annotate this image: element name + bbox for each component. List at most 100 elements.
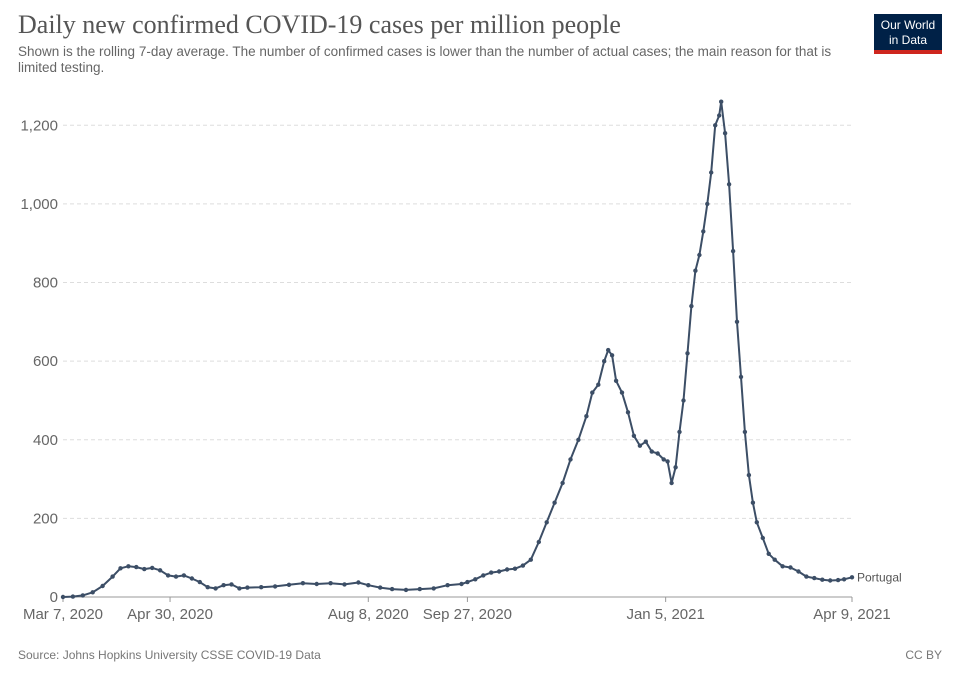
data-point[interactable]: [649, 449, 654, 454]
data-point[interactable]: [445, 583, 450, 588]
data-point[interactable]: [625, 410, 631, 415]
data-point[interactable]: [655, 451, 660, 456]
data-point[interactable]: [544, 520, 549, 525]
data-point[interactable]: [754, 520, 759, 525]
data-point[interactable]: [189, 576, 195, 581]
data-point[interactable]: [643, 439, 648, 444]
data-point[interactable]: [512, 566, 518, 571]
data-point[interactable]: [60, 594, 66, 600]
data-point[interactable]: [693, 268, 698, 273]
data-point[interactable]: [481, 573, 486, 578]
data-point[interactable]: [536, 539, 541, 545]
data-point[interactable]: [742, 429, 748, 435]
data-point[interactable]: [841, 577, 847, 582]
data-point[interactable]: [237, 586, 242, 591]
data-point[interactable]: [342, 582, 347, 587]
data-point[interactable]: [835, 577, 841, 583]
source-note[interactable]: Source: Johns Hopkins University CSSE CO…: [18, 648, 321, 662]
data-point[interactable]: [766, 551, 771, 556]
data-point[interactable]: [465, 579, 470, 585]
data-point[interactable]: [681, 398, 686, 403]
data-point[interactable]: [134, 564, 139, 570]
data-point[interactable]: [590, 390, 595, 395]
data-point[interactable]: [504, 567, 510, 572]
data-point[interactable]: [606, 347, 611, 353]
data-point[interactable]: [685, 351, 690, 356]
series-label-portugal[interactable]: Portugal: [857, 570, 902, 584]
data-point[interactable]: [689, 303, 694, 309]
data-point[interactable]: [788, 565, 793, 570]
data-point[interactable]: [473, 577, 478, 582]
data-point[interactable]: [746, 472, 752, 478]
data-point[interactable]: [496, 569, 502, 574]
data-point[interactable]: [272, 584, 278, 589]
data-point[interactable]: [403, 587, 409, 593]
data-point[interactable]: [828, 578, 833, 583]
data-point[interactable]: [760, 535, 765, 541]
data-point[interactable]: [596, 382, 601, 387]
data-point[interactable]: [780, 564, 785, 569]
data-point[interactable]: [356, 580, 361, 585]
data-point[interactable]: [520, 563, 526, 568]
data-point[interactable]: [489, 570, 494, 575]
data-point[interactable]: [726, 182, 732, 187]
data-point[interactable]: [165, 573, 171, 578]
data-point[interactable]: [568, 457, 573, 462]
data-point[interactable]: [205, 585, 210, 590]
data-point[interactable]: [100, 583, 105, 589]
data-point[interactable]: [701, 229, 706, 234]
data-point[interactable]: [389, 586, 395, 592]
data-point[interactable]: [719, 99, 724, 104]
data-point[interactable]: [213, 586, 218, 591]
data-point[interactable]: [197, 579, 202, 585]
data-point[interactable]: [229, 582, 234, 587]
data-point[interactable]: [705, 201, 710, 207]
data-point[interactable]: [118, 566, 123, 571]
data-point[interactable]: [286, 582, 292, 587]
data-point[interactable]: [637, 443, 643, 448]
data-point[interactable]: [181, 573, 187, 578]
data-point[interactable]: [772, 557, 777, 562]
data-point[interactable]: [173, 574, 179, 579]
data-point[interactable]: [665, 459, 670, 464]
series-line-portugal[interactable]: [62, 100, 853, 598]
data-point[interactable]: [528, 557, 533, 562]
data-point[interactable]: [157, 568, 163, 573]
data-point[interactable]: [366, 583, 371, 588]
data-point[interactable]: [820, 577, 825, 582]
data-point[interactable]: [709, 170, 714, 175]
data-point[interactable]: [110, 574, 115, 579]
data-point[interactable]: [221, 583, 226, 588]
data-point[interactable]: [796, 569, 801, 574]
data-point[interactable]: [734, 319, 740, 324]
data-point[interactable]: [245, 585, 250, 590]
data-point[interactable]: [697, 252, 702, 258]
data-point[interactable]: [661, 457, 666, 462]
data-point[interactable]: [150, 565, 155, 571]
data-point[interactable]: [677, 429, 682, 435]
data-point[interactable]: [602, 359, 607, 364]
data-point[interactable]: [80, 593, 86, 598]
data-point[interactable]: [142, 566, 147, 572]
data-point[interactable]: [804, 574, 809, 579]
data-point[interactable]: [713, 123, 718, 128]
data-point[interactable]: [673, 465, 678, 470]
data-point[interactable]: [613, 378, 619, 383]
data-point[interactable]: [584, 414, 589, 419]
data-point[interactable]: [126, 564, 131, 569]
data-point[interactable]: [717, 113, 722, 118]
data-point[interactable]: [552, 500, 557, 505]
data-point[interactable]: [431, 586, 436, 591]
data-point[interactable]: [619, 390, 625, 395]
owid-logo[interactable]: Our World in Data: [874, 14, 942, 54]
data-point[interactable]: [417, 586, 422, 592]
data-point[interactable]: [812, 575, 817, 581]
data-point[interactable]: [90, 590, 95, 595]
data-point[interactable]: [314, 581, 319, 587]
license-link[interactable]: CC BY: [905, 648, 942, 662]
data-point[interactable]: [730, 248, 736, 254]
data-point[interactable]: [750, 500, 756, 505]
data-point[interactable]: [300, 581, 306, 586]
data-point[interactable]: [609, 353, 615, 358]
data-point[interactable]: [259, 585, 264, 590]
